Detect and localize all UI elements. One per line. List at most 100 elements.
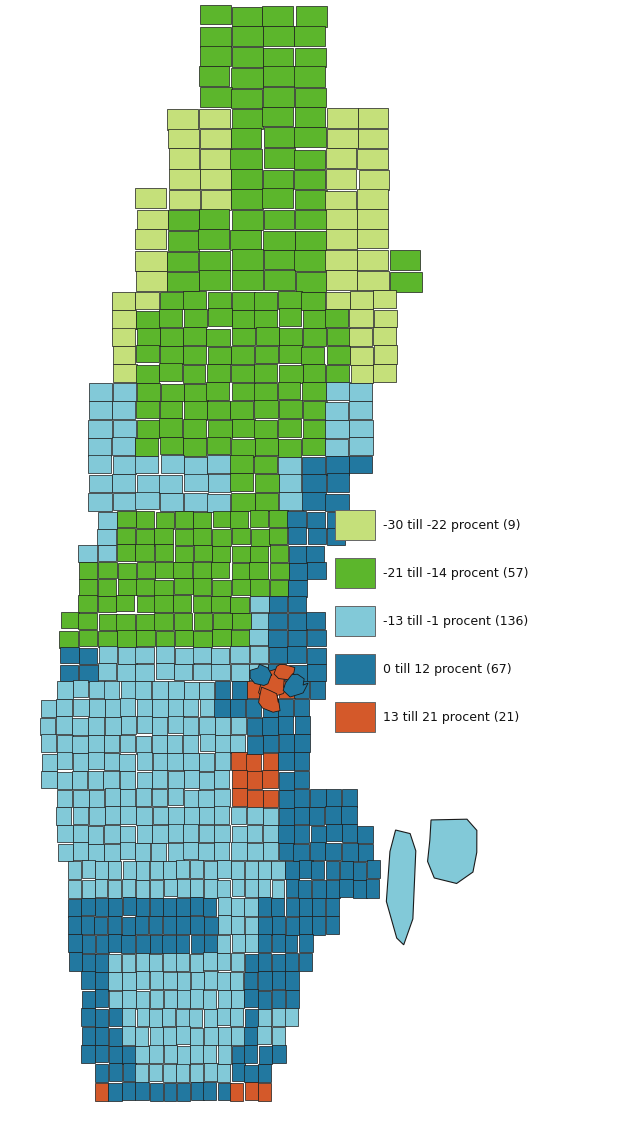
- Polygon shape: [95, 1083, 108, 1101]
- Polygon shape: [357, 190, 388, 209]
- Polygon shape: [98, 596, 116, 613]
- Polygon shape: [263, 808, 279, 825]
- Polygon shape: [218, 1046, 230, 1064]
- Polygon shape: [113, 384, 136, 402]
- Polygon shape: [217, 861, 230, 879]
- Polygon shape: [215, 825, 230, 843]
- Polygon shape: [99, 646, 117, 663]
- Polygon shape: [326, 457, 349, 475]
- Polygon shape: [72, 771, 87, 789]
- Text: 0 till 12 procent (67): 0 till 12 procent (67): [383, 662, 511, 675]
- Polygon shape: [310, 843, 325, 861]
- Polygon shape: [113, 456, 136, 473]
- Polygon shape: [79, 665, 98, 682]
- Polygon shape: [81, 898, 94, 916]
- Polygon shape: [251, 528, 270, 545]
- Polygon shape: [342, 844, 358, 862]
- Polygon shape: [88, 826, 103, 844]
- Polygon shape: [208, 309, 232, 327]
- Polygon shape: [151, 844, 166, 861]
- Polygon shape: [311, 826, 326, 843]
- Polygon shape: [245, 1083, 258, 1100]
- Polygon shape: [175, 512, 193, 528]
- Polygon shape: [94, 1027, 108, 1045]
- Polygon shape: [168, 699, 183, 717]
- Polygon shape: [247, 843, 263, 861]
- Polygon shape: [153, 699, 168, 717]
- Polygon shape: [153, 753, 168, 770]
- Polygon shape: [89, 752, 104, 770]
- Polygon shape: [427, 819, 477, 883]
- Polygon shape: [231, 898, 244, 916]
- Polygon shape: [261, 6, 293, 26]
- Polygon shape: [325, 249, 357, 270]
- Polygon shape: [177, 899, 189, 917]
- Polygon shape: [303, 311, 326, 329]
- Polygon shape: [175, 578, 193, 595]
- Polygon shape: [295, 190, 327, 209]
- Polygon shape: [150, 861, 163, 880]
- Polygon shape: [230, 699, 246, 717]
- Polygon shape: [113, 493, 136, 511]
- Polygon shape: [73, 790, 89, 807]
- Polygon shape: [96, 935, 109, 953]
- Polygon shape: [270, 511, 287, 526]
- Polygon shape: [270, 580, 289, 597]
- Polygon shape: [258, 953, 271, 971]
- Polygon shape: [302, 493, 325, 511]
- Polygon shape: [168, 716, 184, 734]
- Text: -21 till -14 procent (57): -21 till -14 procent (57): [383, 567, 529, 579]
- Polygon shape: [135, 1065, 148, 1083]
- Polygon shape: [177, 1009, 190, 1027]
- Polygon shape: [255, 438, 278, 456]
- Polygon shape: [82, 935, 94, 953]
- Polygon shape: [73, 753, 88, 771]
- Polygon shape: [310, 789, 325, 807]
- Polygon shape: [215, 735, 231, 753]
- Polygon shape: [231, 1027, 244, 1045]
- Polygon shape: [249, 562, 268, 579]
- Polygon shape: [262, 188, 293, 208]
- Polygon shape: [263, 210, 294, 229]
- Polygon shape: [326, 209, 357, 229]
- Polygon shape: [357, 209, 388, 229]
- Polygon shape: [191, 935, 204, 953]
- Polygon shape: [231, 917, 244, 935]
- Polygon shape: [89, 699, 105, 717]
- Polygon shape: [203, 1082, 216, 1100]
- Polygon shape: [137, 1009, 149, 1027]
- Bar: [335, 558, 375, 588]
- Text: -13 till -1 procent (136): -13 till -1 procent (136): [383, 615, 529, 627]
- Polygon shape: [248, 736, 263, 754]
- Polygon shape: [247, 771, 262, 789]
- Polygon shape: [199, 772, 214, 789]
- Polygon shape: [95, 1064, 108, 1082]
- Polygon shape: [136, 614, 155, 631]
- Polygon shape: [136, 401, 160, 419]
- Polygon shape: [183, 420, 206, 438]
- Polygon shape: [194, 545, 212, 561]
- Polygon shape: [183, 346, 206, 364]
- Polygon shape: [245, 861, 258, 879]
- Polygon shape: [190, 1046, 203, 1064]
- Polygon shape: [168, 807, 184, 825]
- Polygon shape: [149, 880, 163, 898]
- Polygon shape: [176, 916, 189, 935]
- Polygon shape: [82, 861, 95, 877]
- Polygon shape: [231, 346, 254, 365]
- Polygon shape: [259, 669, 289, 700]
- Polygon shape: [199, 109, 230, 128]
- Polygon shape: [311, 899, 325, 917]
- Polygon shape: [73, 825, 89, 843]
- Polygon shape: [120, 789, 135, 807]
- Polygon shape: [98, 631, 117, 647]
- Polygon shape: [137, 807, 152, 825]
- Polygon shape: [120, 826, 135, 843]
- Polygon shape: [117, 631, 136, 646]
- Polygon shape: [325, 807, 341, 824]
- Polygon shape: [215, 807, 229, 824]
- Polygon shape: [299, 953, 312, 972]
- Polygon shape: [104, 807, 120, 824]
- Polygon shape: [272, 1045, 285, 1063]
- Polygon shape: [190, 990, 203, 1008]
